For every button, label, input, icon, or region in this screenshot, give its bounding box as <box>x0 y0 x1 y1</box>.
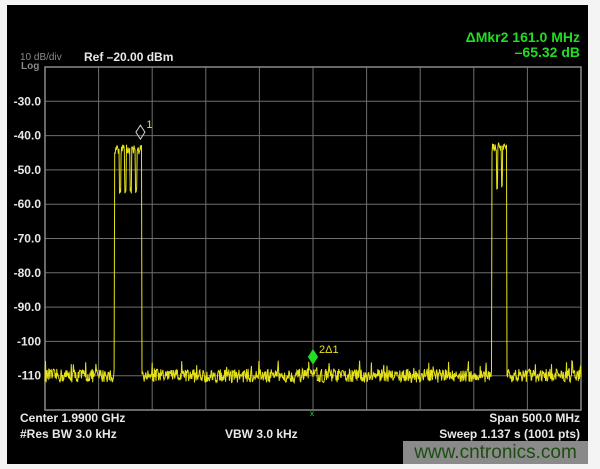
marker-readout-freq: ΔMkr2 161.0 MHz <box>465 29 580 45</box>
y-tick-label: -80.0 <box>14 266 42 280</box>
y-tick-label: -70.0 <box>14 232 42 246</box>
spectrum-analyzer-display <box>7 5 588 464</box>
marker-2-label: 2Δ1 <box>319 344 339 356</box>
scale-label: 10 dB/div <box>20 52 62 63</box>
marker-1-diamond-icon <box>135 124 146 141</box>
y-tick-label: -30.0 <box>14 94 42 108</box>
marker-1-label: 1 <box>146 119 152 131</box>
y-tick-label: -110 <box>18 369 42 383</box>
y-tick-label: -40.0 <box>14 129 42 143</box>
marker-2-axis-tick: x <box>310 409 314 418</box>
res-bw: #Res BW 3.0 kHz <box>20 427 117 441</box>
y-tick-label: -100 <box>17 334 41 348</box>
y-tick-label: -60.0 <box>14 197 42 211</box>
scale-type-label: Log <box>21 61 40 72</box>
marker-2-diamond-icon <box>307 348 319 365</box>
marker-readout-level: –65.32 dB <box>514 44 580 60</box>
watermark: www.cntronics.com <box>403 441 588 464</box>
span: Span 500.0 MHz <box>489 411 580 425</box>
center-frequency: Center 1.9900 GHz <box>20 411 126 425</box>
y-tick-label: -50.0 <box>14 163 42 177</box>
y-tick-label: -90.0 <box>14 300 42 314</box>
plot-border <box>44 66 582 411</box>
trace-line <box>44 142 582 385</box>
vbw: VBW 3.0 kHz <box>225 427 298 441</box>
ref-level-label: Ref –20.00 dBm <box>84 50 174 64</box>
sweep: Sweep 1.137 s (1001 pts) <box>439 427 580 441</box>
